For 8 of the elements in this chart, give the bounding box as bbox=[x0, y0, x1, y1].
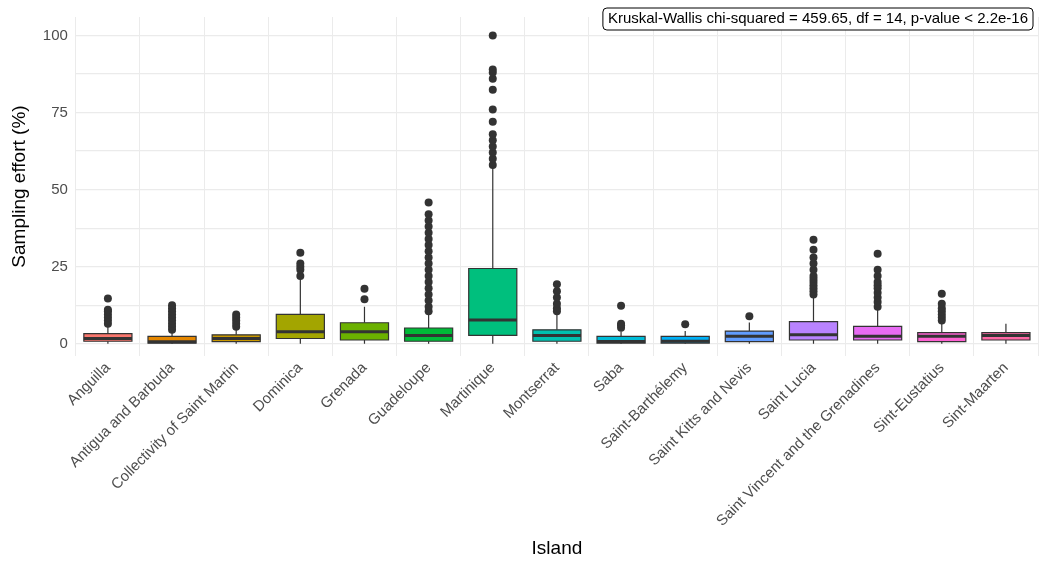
y-tick-label: 25 bbox=[51, 256, 68, 274]
y-axis-title: Sampling effort (%) bbox=[7, 105, 29, 268]
y-tick-label: 50 bbox=[51, 179, 68, 197]
annotation: Kruskal-Wallis chi-squared = 459.65, df = 14, p-value < 2.2e-16 bbox=[607, 9, 1029, 27]
y-tick-label: 75 bbox=[51, 102, 68, 120]
x-axis-title: Island bbox=[531, 536, 583, 558]
y-tick-label: 0 bbox=[59, 333, 68, 351]
y-tick-label: 100 bbox=[42, 25, 68, 43]
